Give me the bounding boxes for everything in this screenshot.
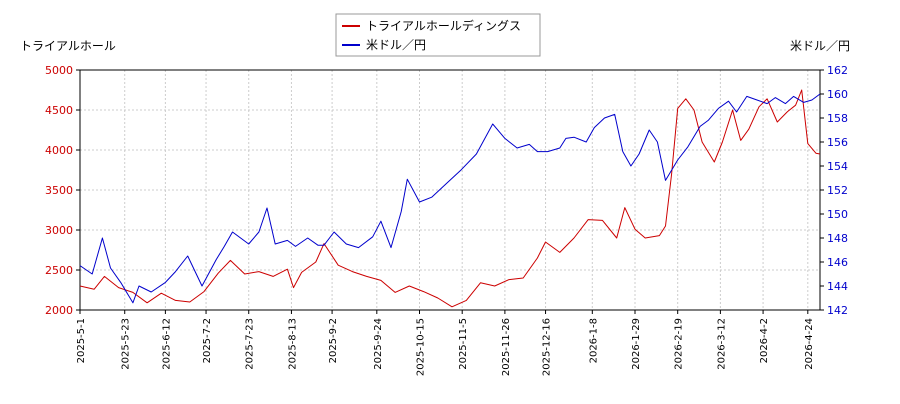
- left-tick-label: 3500: [45, 184, 73, 197]
- right-tick-label: 146: [827, 256, 848, 269]
- right-tick-label: 152: [827, 184, 848, 197]
- legend-label-usdjpy: 米ドル／円: [366, 38, 426, 52]
- left-tick-label: 2000: [45, 304, 73, 317]
- grid: [79, 69, 820, 311]
- right-tick-label: 142: [827, 304, 848, 317]
- x-tick-label: 2025-10-15: [416, 318, 427, 376]
- x-tick-label: 2026-3-12: [716, 318, 727, 370]
- right-tick-label: 148: [827, 232, 848, 245]
- right-tick-label: 160: [827, 88, 848, 101]
- x-tick-label: 2026-4-24: [804, 318, 815, 370]
- series-layer: [79, 89, 821, 308]
- x-tick-label: 2025-11-26: [501, 318, 512, 376]
- x-tick-label: 2026-1-8: [588, 318, 599, 363]
- right-tick-label: 154: [827, 160, 848, 173]
- x-tick-label: 2025-6-12: [161, 318, 172, 370]
- x-tick-label: 2025-12-16: [542, 318, 553, 376]
- left-tick-label: 5000: [45, 64, 73, 77]
- right-tick-label: 150: [827, 208, 848, 221]
- x-tick-label: 2025-7-2: [202, 318, 213, 363]
- x-tick-label: 2025-11-5: [458, 318, 469, 370]
- left-tick-label: 4500: [45, 104, 73, 117]
- left-tick-label: 4000: [45, 144, 73, 157]
- right-tick-label: 156: [827, 136, 848, 149]
- x-tick-label: 2026-2-19: [674, 318, 685, 370]
- x-tick-label: 2025-5-1: [76, 318, 87, 363]
- x-tick-label: 2025-5-23: [121, 318, 132, 370]
- x-tick-label: 2026-4-2: [759, 318, 770, 363]
- right-axis-ticks: 142 144 146 148 150 152 154 156 158 160 162: [820, 64, 848, 317]
- legend-box: [335, 13, 541, 57]
- legend-label-trial: トライアルホールディングス: [366, 18, 521, 33]
- right-tick-label: 158: [827, 112, 848, 125]
- legend: トライアルホールディングス 米ドル／円: [335, 13, 541, 57]
- left-axis-ticks: 2000 2500 3000 3500 4000 4500 5000: [45, 64, 80, 317]
- x-axis-ticks: 2025-5-1 2025-5-23 2025-6-12 2025-7-2 2025-7…: [76, 310, 815, 376]
- left-axis-label: トライアルホール: [20, 39, 116, 53]
- right-tick-label: 162: [827, 64, 848, 77]
- left-tick-label: 3000: [45, 224, 73, 237]
- right-tick-label: 144: [827, 280, 848, 293]
- x-tick-label: 2025-8-13: [287, 318, 298, 370]
- right-axis-label: 米ドル／円: [790, 39, 850, 53]
- x-tick-label: 2025-9-2: [328, 318, 339, 363]
- left-tick-label: 2500: [45, 264, 73, 277]
- series-line-1: [79, 93, 821, 304]
- x-tick-label: 2025-7-23: [245, 318, 256, 370]
- x-tick-label: 2026-1-29: [631, 318, 642, 370]
- series-line-0: [79, 89, 821, 308]
- x-tick-label: 2025-9-24: [373, 318, 384, 370]
